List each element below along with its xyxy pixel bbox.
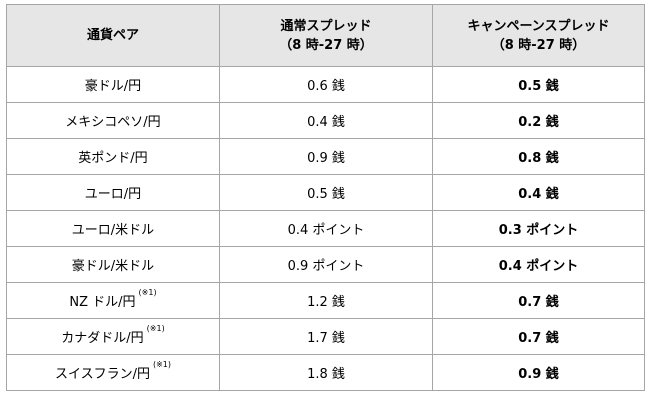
- cell-campaign-spread: 0.5 銭: [432, 66, 645, 103]
- currency-pair-label: スイスフラン/円: [54, 367, 150, 382]
- header-currency-pair: 通貨ペア: [6, 4, 220, 67]
- cell-currency-pair: ユーロ/円: [6, 174, 220, 211]
- cell-currency-pair: ユーロ/米ドル: [6, 210, 220, 247]
- header-normal-spread-hours: （8 時-27 時）: [279, 37, 373, 53]
- table-row: NZ ドル/円(※1) 1.2 銭 0.7 銭: [6, 282, 645, 319]
- header-normal-spread: 通常スプレッド （8 時-27 時）: [219, 4, 433, 67]
- table-row: スイスフラン/円(※1) 1.8 銭 0.9 銭: [6, 354, 645, 391]
- table-row: 豪ドル/米ドル 0.9 ポイント 0.4 ポイント: [6, 246, 645, 283]
- cell-campaign-spread: 0.4 ポイント: [432, 246, 645, 283]
- table-row: 英ポンド/円 0.9 銭 0.8 銭: [6, 138, 645, 175]
- header-campaign-spread-label: キャンペーンスプレッド: [467, 18, 610, 34]
- cell-normal-spread: 1.8 銭: [219, 354, 433, 391]
- table-row: メキシコペソ/円 0.4 銭 0.2 銭: [6, 102, 645, 139]
- cell-normal-spread: 0.6 銭: [219, 66, 433, 103]
- header-currency-pair-label: 通貨ペア: [86, 28, 139, 43]
- currency-pair-label: カナダドル/円: [61, 331, 144, 346]
- currency-pair-label: 豪ドル/米ドル: [71, 259, 155, 274]
- cell-normal-spread: 0.9 銭: [219, 138, 433, 175]
- cell-campaign-spread: 0.7 銭: [432, 318, 645, 355]
- cell-normal-spread: 0.9 ポイント: [219, 246, 433, 283]
- header-campaign-spread-hours: （8 時-27 時）: [491, 37, 586, 53]
- footnote-marker: (※1): [152, 360, 172, 369]
- currency-pair-label: 豪ドル/円: [84, 79, 142, 94]
- cell-campaign-spread: 0.7 銭: [432, 282, 645, 319]
- spread-table: 通貨ペア 通常スプレッド （8 時-27 時） キャンペーンスプレッド （8 時…: [6, 4, 645, 391]
- cell-currency-pair: カナダドル/円(※1): [6, 318, 220, 355]
- table-row: ユーロ/米ドル 0.4 ポイント 0.3 ポイント: [6, 210, 645, 247]
- cell-currency-pair: 英ポンド/円: [6, 138, 220, 175]
- cell-currency-pair: NZ ドル/円(※1): [6, 282, 220, 319]
- cell-currency-pair: スイスフラン/円(※1): [6, 354, 220, 391]
- header-normal-spread-label: 通常スプレッド: [280, 18, 372, 34]
- cell-currency-pair: 豪ドル/円: [6, 66, 220, 103]
- cell-normal-spread: 0.4 ポイント: [219, 210, 433, 247]
- currency-pair-label: NZ ドル/円: [69, 295, 136, 310]
- cell-normal-spread: 0.4 銭: [219, 102, 433, 139]
- cell-normal-spread: 0.5 銭: [219, 174, 433, 211]
- cell-campaign-spread: 0.8 銭: [432, 138, 645, 175]
- cell-campaign-spread: 0.9 銭: [432, 354, 645, 391]
- table-row: 豪ドル/円 0.6 銭 0.5 銭: [6, 66, 645, 103]
- table-body: 豪ドル/円 0.6 銭 0.5 銭メキシコペソ/円 0.4 銭 0.2 銭英ポンド/円 0…: [6, 66, 645, 391]
- cell-normal-spread: 1.7 銭: [219, 318, 433, 355]
- cell-campaign-spread: 0.4 銭: [432, 174, 645, 211]
- table-header-row: 通貨ペア 通常スプレッド （8 時-27 時） キャンペーンスプレッド （8 時…: [6, 4, 645, 67]
- currency-pair-label: ユーロ/米ドル: [71, 223, 155, 238]
- table-row: カナダドル/円(※1) 1.7 銭 0.7 銭: [6, 318, 645, 355]
- currency-pair-label: 英ポンド/円: [78, 151, 148, 166]
- currency-pair-label: ユーロ/円: [84, 187, 142, 202]
- footnote-marker: (※1): [138, 288, 157, 297]
- header-campaign-spread: キャンペーンスプレッド （8 時-27 時）: [432, 4, 645, 67]
- cell-currency-pair: 豪ドル/米ドル: [6, 246, 220, 283]
- cell-campaign-spread: 0.2 銭: [432, 102, 645, 139]
- cell-normal-spread: 1.2 銭: [219, 282, 433, 319]
- cell-currency-pair: メキシコペソ/円: [6, 102, 220, 139]
- cell-campaign-spread: 0.3 ポイント: [432, 210, 645, 247]
- footnote-marker: (※1): [146, 324, 165, 333]
- table-row: ユーロ/円 0.5 銭 0.4 銭: [6, 174, 645, 211]
- currency-pair-label: メキシコペソ/円: [65, 115, 161, 130]
